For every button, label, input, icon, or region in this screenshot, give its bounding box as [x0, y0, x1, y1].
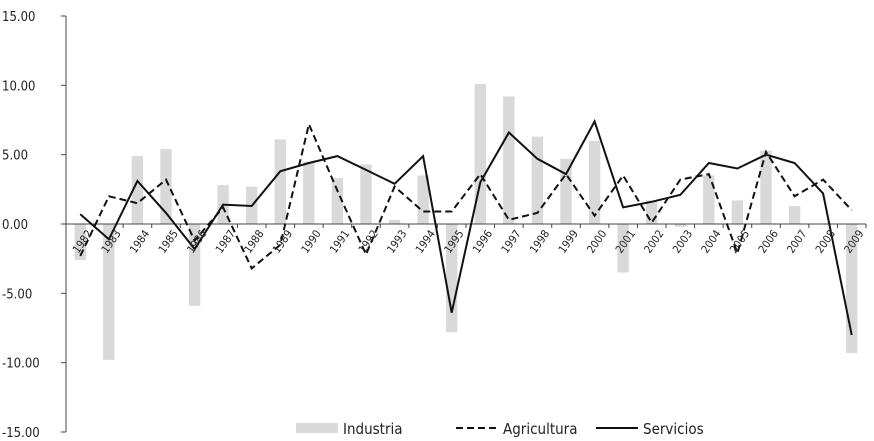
bar-industria-2006 [760, 150, 772, 224]
x-tick-label-1984: 1984 [127, 228, 152, 256]
x-tick-label-1995: 1995 [442, 228, 467, 256]
x-tick-label-1983: 1983 [99, 228, 124, 256]
bar-industria-1999 [560, 158, 572, 224]
bar-industria-1995 [446, 224, 458, 333]
lines-layer [79, 118, 853, 336]
bars-layer [74, 83, 858, 360]
bar-industria-1994 [417, 175, 429, 224]
bar-industria-1991 [331, 178, 344, 224]
bar-industria-1983 [103, 224, 115, 360]
y-tick-label: -5.00 [2, 287, 32, 302]
x-tick-label-2009: 2009 [842, 228, 867, 256]
bar-industria-1992 [360, 164, 372, 224]
series-line-agricultura [79, 121, 853, 270]
bar-industria-2003 [674, 224, 686, 227]
bar-industria-1989 [274, 139, 286, 224]
x-tick-label-2000: 2000 [584, 228, 609, 256]
y-tick-label: -10.00 [2, 357, 40, 372]
x-tick-label-2002: 2002 [642, 228, 667, 256]
legend-label: Agricultura [503, 420, 577, 438]
x-tick-label-1993: 1993 [384, 228, 409, 256]
x-tick-label-2007: 2007 [784, 228, 809, 256]
x-tick-label-2003: 2003 [670, 228, 695, 256]
bar-industria-2009 [846, 224, 858, 353]
x-tick-label-1998: 1998 [527, 228, 552, 256]
x-tick-label-1991: 1991 [327, 228, 352, 256]
bar-industria-2004 [703, 175, 715, 224]
bar-industria-2005 [731, 200, 744, 224]
legend-item-industria: Industria [296, 420, 403, 438]
axes-layer: 15.00 10.00 5.00 0.00 -5.00 -10.00 -15.00 [2, 10, 867, 441]
bar-industria-2002 [646, 200, 658, 224]
x-tick-label-1999: 1999 [556, 228, 581, 256]
y-tick-label: 5.00 [2, 149, 28, 164]
x-tick-label-1989: 1989 [270, 228, 295, 256]
x-tick-label-1996: 1996 [470, 228, 495, 256]
x-tick-label-1997: 1997 [499, 228, 524, 256]
x-tick-label-2004: 2004 [699, 228, 724, 256]
x-tick-label-1985: 1985 [156, 228, 181, 256]
x-tick-label-2001: 2001 [613, 228, 638, 256]
x-tick-label-2006: 2006 [756, 228, 781, 256]
bar-industria-2000 [588, 140, 601, 224]
legend-label: Industria [343, 420, 403, 438]
bar-industria-1993 [388, 219, 401, 224]
y-tick-label: -15.00 [2, 426, 40, 441]
x-tick-label-1988: 1988 [242, 228, 267, 256]
bar-industria-1998 [531, 136, 544, 224]
y-tick-label: 15.00 [2, 10, 35, 25]
bar-industria-2001 [617, 224, 629, 273]
y-tick-label: 0.00 [2, 218, 28, 233]
bar-industria-1990 [303, 161, 315, 224]
bar-industria-1982 [74, 224, 86, 261]
legend-item-agricultura: Agricultura [456, 420, 577, 438]
bar-industria-1984 [131, 156, 144, 224]
bar-industria-1985 [160, 149, 172, 224]
x-tick-label-1990: 1990 [299, 228, 324, 256]
legend-item-servicios: Servicios [596, 420, 704, 438]
x-tick-label-1994: 1994 [413, 228, 438, 256]
legend-label: Servicios [643, 420, 704, 438]
x-tick-label-2005: 2005 [727, 228, 752, 256]
bar-industria-2007 [788, 206, 801, 224]
legend-swatch-bar [296, 423, 338, 433]
bar-industria-1986 [188, 224, 201, 306]
series-line-servicios [79, 118, 853, 336]
x-tick-label-1992: 1992 [356, 228, 381, 256]
legend: Industria Agricultura Servicios [296, 420, 704, 438]
bar-industria-1996 [474, 83, 486, 225]
bar-industria-1997 [503, 96, 515, 224]
y-tick-label: 10.00 [2, 79, 35, 94]
